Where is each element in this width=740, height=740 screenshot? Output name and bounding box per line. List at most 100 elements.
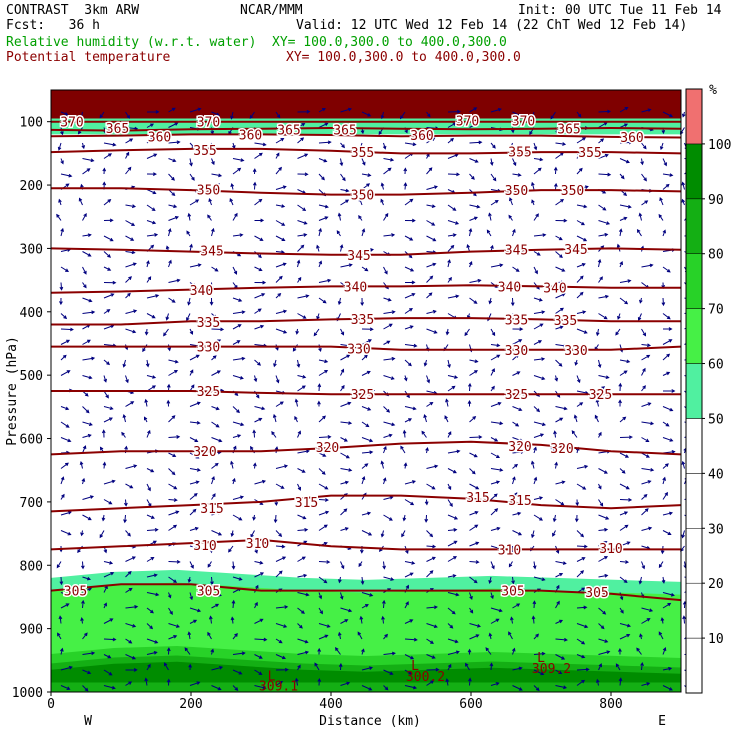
theta-contour-345 <box>50 247 682 256</box>
wind-vector <box>168 576 178 583</box>
wind-vector <box>598 527 609 532</box>
wind-vector <box>318 158 328 163</box>
wind-vector <box>512 421 520 427</box>
wind-vector <box>400 445 406 454</box>
wind-vector <box>80 530 84 537</box>
wind-vector <box>619 204 632 209</box>
theta-label: 370 <box>456 114 479 129</box>
wind-vector <box>383 340 391 345</box>
wind-vector <box>576 275 584 283</box>
wind-vector <box>317 647 322 655</box>
wind-vector <box>598 468 608 474</box>
wind-vector <box>576 291 584 299</box>
wind-vector <box>511 576 515 585</box>
wind-vector <box>230 111 234 120</box>
wind-vector <box>469 468 476 475</box>
wind-vector <box>337 297 342 306</box>
wind-vector <box>641 437 650 442</box>
wind-vector <box>207 631 212 640</box>
wind-vector <box>447 375 459 379</box>
wind-vector <box>252 429 257 438</box>
colorbar-tick-label: 80 <box>708 248 724 263</box>
theta-label: 335 <box>351 313 374 328</box>
wind-vector <box>60 266 70 272</box>
wind-vector <box>254 152 263 159</box>
wind-vector <box>598 514 610 520</box>
wind-vector <box>469 511 479 516</box>
wind-vector <box>532 600 537 609</box>
wind-vector <box>469 173 475 180</box>
wind-vector <box>340 199 350 206</box>
wind-vector <box>210 576 214 586</box>
wind-vector <box>490 682 500 686</box>
wind-vector <box>275 680 284 686</box>
wind-vector <box>662 173 674 177</box>
wind-vector <box>641 263 654 268</box>
wind-vector <box>232 421 245 427</box>
wind-vector <box>532 561 537 570</box>
wind-vector <box>447 220 460 225</box>
theta-label: 305 <box>501 585 524 600</box>
wind-vector <box>447 663 452 671</box>
wind-vector <box>232 297 243 302</box>
wind-vector <box>122 413 127 423</box>
wind-vector <box>641 480 652 485</box>
wind-vector <box>82 158 95 163</box>
y-tick-label: 900 <box>20 623 43 638</box>
wind-vector <box>619 216 628 221</box>
wind-vector <box>82 685 89 692</box>
wind-vector <box>595 328 600 337</box>
theta-label: 370 <box>197 116 220 131</box>
wind-vector <box>232 212 238 221</box>
wind-vector <box>79 111 84 121</box>
wind-vector <box>662 647 667 655</box>
wind-vector <box>275 375 280 384</box>
wind-vector <box>297 375 307 379</box>
wind-vector <box>82 632 88 640</box>
wind-vector <box>211 437 223 443</box>
wind-vector <box>99 530 105 539</box>
wind-vector <box>361 463 369 469</box>
wind-vector <box>555 142 567 146</box>
wind-vector <box>254 324 265 330</box>
wind-vector <box>211 476 215 485</box>
wind-vector <box>125 638 133 644</box>
wind-vector <box>555 293 566 299</box>
wind-vector <box>168 635 178 640</box>
theta-label: 330 <box>505 344 528 359</box>
wind-vector <box>340 527 349 531</box>
wind-vector <box>232 324 242 330</box>
wind-vector <box>340 107 352 113</box>
wind-vector <box>641 328 647 337</box>
wind-vector <box>294 398 299 407</box>
wind-vector <box>359 615 364 624</box>
wind-vector <box>211 327 225 332</box>
wind-vector <box>662 371 671 376</box>
wind-vector <box>297 137 305 144</box>
wind-vector <box>447 468 457 474</box>
org-label: NCAR/MMM <box>240 3 303 18</box>
wind-vector <box>211 511 222 516</box>
theta-label: 335 <box>197 316 220 331</box>
theta-label: 310 <box>498 543 521 558</box>
theta-contour-315 <box>50 494 682 513</box>
wind-vector <box>254 479 267 485</box>
wind-vector <box>469 359 479 363</box>
wind-vector <box>576 167 583 175</box>
theta-label: 320 <box>193 445 216 460</box>
wind-vector <box>490 508 499 516</box>
east-label: E <box>658 714 666 729</box>
wind-vector <box>681 460 686 469</box>
wind-vector <box>383 212 389 221</box>
wind-vector <box>469 158 479 163</box>
theta-label: 310 <box>599 542 622 557</box>
wind-vector <box>168 559 181 564</box>
wind-vector <box>297 109 311 114</box>
wind-vector <box>426 220 436 226</box>
wind-vector <box>469 541 480 547</box>
wind-vector <box>426 137 436 144</box>
wind-vector <box>275 623 288 628</box>
wind-vector <box>318 623 331 628</box>
wind-vector <box>189 592 194 601</box>
wind-vector <box>231 599 236 609</box>
